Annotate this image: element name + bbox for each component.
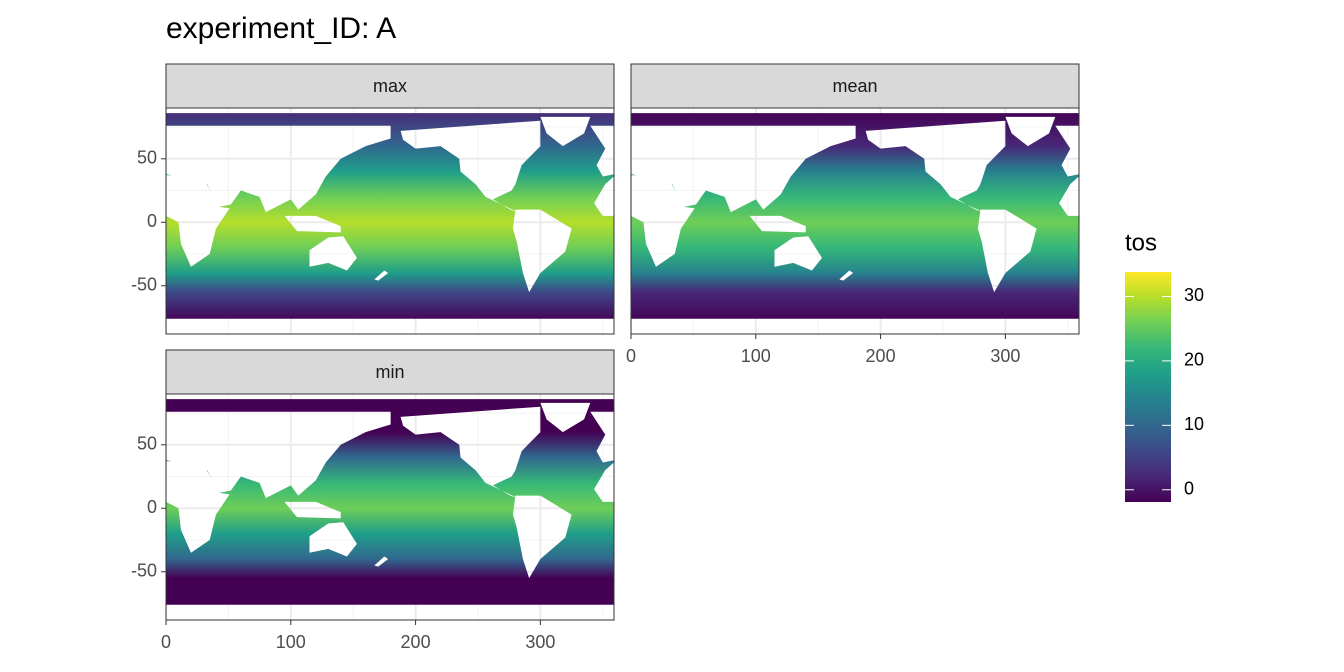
legend-tick-label: 0 — [1184, 479, 1194, 499]
facet-label: min — [375, 362, 404, 382]
y-tick-label: 50 — [137, 148, 157, 168]
facet-label: max — [373, 76, 407, 96]
ocean-field — [631, 110, 1079, 322]
legend-title: tos — [1125, 229, 1157, 256]
chart-title: experiment_ID: A — [166, 12, 396, 45]
facet-strip — [630, 63, 1080, 109]
panel-border — [165, 393, 615, 621]
x-tick-label: 300 — [990, 346, 1020, 366]
y-tick-label: 0 — [147, 497, 157, 517]
x-tick-label: 0 — [161, 632, 171, 652]
panel-border — [165, 107, 615, 335]
x-tick-label: 100 — [741, 346, 771, 366]
ocean-field — [166, 110, 614, 322]
legend-tick-label: 30 — [1184, 285, 1204, 305]
y-tick-label: 50 — [137, 434, 157, 454]
legend-tick-label: 10 — [1184, 414, 1204, 434]
legend-tick-label: 20 — [1184, 350, 1204, 370]
x-tick-label: 200 — [866, 346, 896, 366]
ocean-field — [166, 396, 614, 608]
y-tick-label: -50 — [131, 275, 157, 295]
y-tick-label: 0 — [147, 211, 157, 231]
panel — [166, 108, 614, 334]
y-tick-label: -50 — [131, 561, 157, 581]
panel — [631, 108, 1079, 334]
facet-strip — [165, 349, 615, 395]
x-tick-label: 100 — [276, 632, 306, 652]
facet-label: mean — [832, 76, 877, 96]
x-tick-label: 0 — [626, 346, 636, 366]
x-tick-label: 300 — [525, 632, 555, 652]
panel-border — [630, 107, 1080, 335]
colorbar — [1125, 272, 1171, 502]
x-tick-label: 200 — [401, 632, 431, 652]
panel — [166, 394, 614, 620]
facet-strip — [165, 63, 615, 109]
